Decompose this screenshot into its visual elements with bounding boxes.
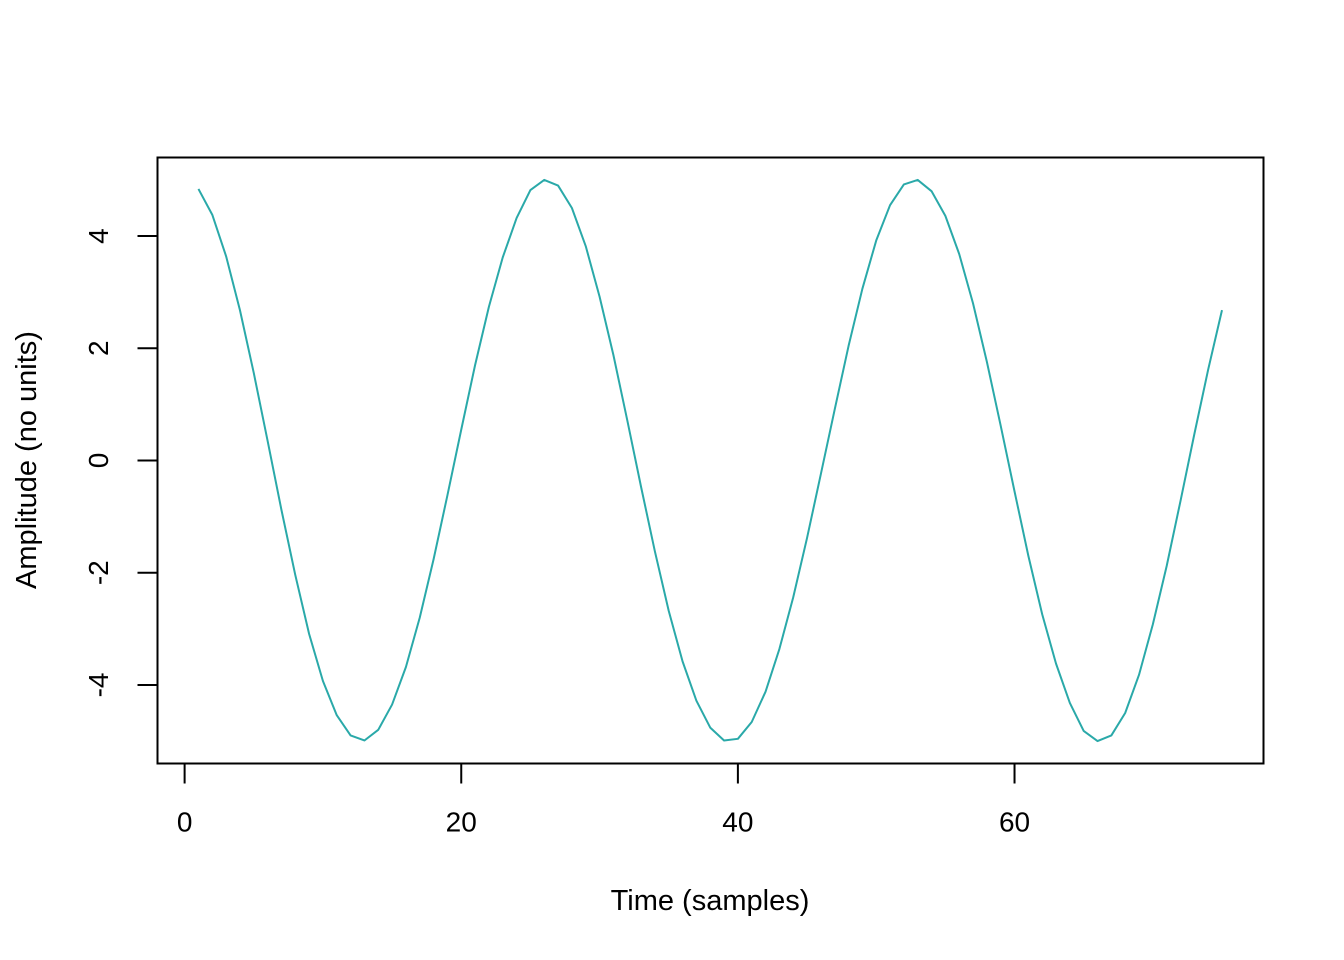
series-layer xyxy=(197,178,1223,743)
y-tick-label: -4 xyxy=(83,672,114,697)
x-tick-label: 40 xyxy=(722,807,753,838)
x-axis: 0 20 40 60 xyxy=(177,762,1030,838)
x-axis-title: Time (samples) xyxy=(611,885,810,917)
x-tick-label: 60 xyxy=(999,807,1030,838)
series-line xyxy=(197,178,1223,743)
y-axis-title: Amplitude (no units) xyxy=(11,331,43,589)
y-tick-label: 4 xyxy=(83,228,114,244)
x-tick-label: 0 xyxy=(177,807,193,838)
y-tick-label: -2 xyxy=(83,560,114,585)
x-tick-label: 20 xyxy=(446,807,477,838)
y-axis: -4 -2 0 2 4 xyxy=(83,228,159,697)
y-tick-label: 0 xyxy=(83,453,114,469)
plot-frame xyxy=(156,156,1265,765)
y-tick-label: 2 xyxy=(83,340,114,356)
